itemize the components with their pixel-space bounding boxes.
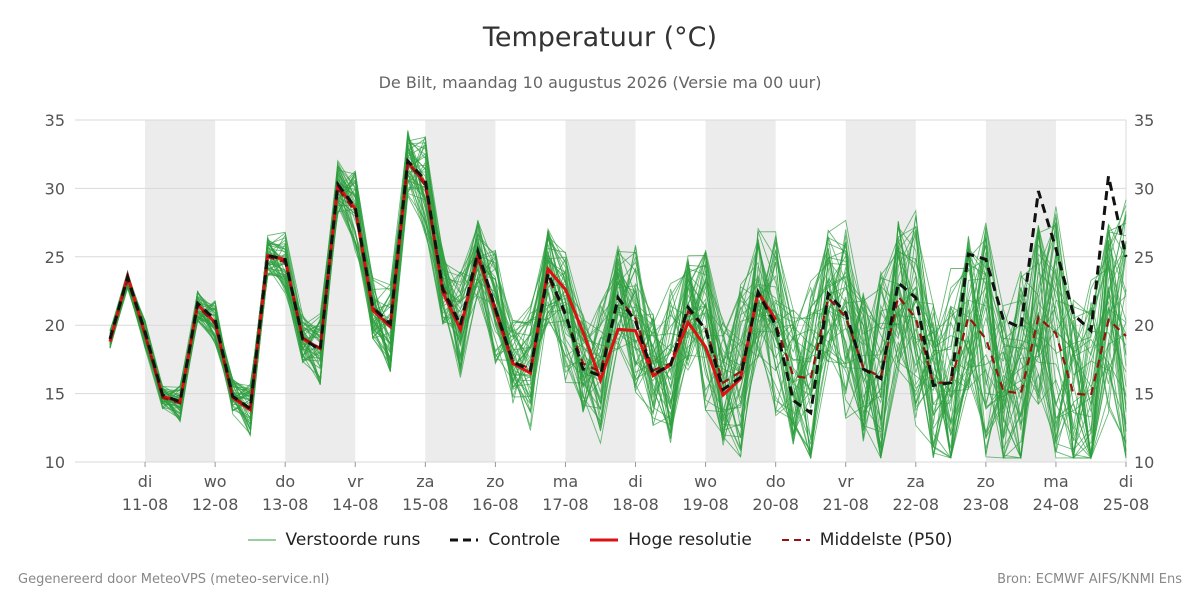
y-tick-label-right: 25 <box>1134 248 1154 267</box>
footer-generated-by: Gegenereerd door MeteoVPS (meteo-service… <box>18 572 330 587</box>
y-tick-label-right: 35 <box>1134 111 1154 130</box>
legend-label: Middelste (P50) <box>819 530 953 550</box>
x-axis: di 11-08 wo 12-08 do 13-08 vr 14-08 za 15-08 zo 16-… <box>122 462 1149 514</box>
x-tick-date: 21-08 <box>822 495 869 514</box>
x-tick-date: 25-08 <box>1103 495 1150 514</box>
ensemble-member-line <box>109 160 1127 458</box>
x-tick-weekday: di <box>1119 472 1134 491</box>
ensemble-member-line <box>109 179 1127 444</box>
x-tick-weekday: di <box>138 472 153 491</box>
x-tick-weekday: ma <box>1043 472 1068 491</box>
ensemble-member-line <box>109 137 1127 459</box>
legend: Verstoorde runs Controle Hoge resolutie … <box>0 530 1200 550</box>
legend-label: Verstoorde runs <box>285 530 421 550</box>
x-tick-date: 22-08 <box>893 495 940 514</box>
y-tick-label-left: 20 <box>45 316 65 335</box>
x-tick-date: 19-08 <box>682 495 729 514</box>
x-tick-weekday: zo <box>486 472 504 491</box>
legend-item-hoge-resolutie[interactable]: Hoge resolutie <box>590 530 752 550</box>
chart-subtitle: De Bilt, maandag 10 augustus 2026 (Versi… <box>378 73 822 92</box>
x-tick-date: 12-08 <box>192 495 239 514</box>
day-band <box>285 120 356 462</box>
x-tick-weekday: ma <box>553 472 578 491</box>
x-tick-weekday: di <box>628 472 643 491</box>
legend-swatch-dashed-darkred-icon <box>781 539 810 541</box>
legend-swatch-dashed-black-icon <box>450 538 479 542</box>
legend-label: Hoge resolutie <box>628 530 752 550</box>
legend-swatch-thin-icon <box>247 539 276 541</box>
y-tick-label-right: 10 <box>1134 453 1154 472</box>
x-tick-date: 16-08 <box>472 495 519 514</box>
footer-source: Bron: ECMWF AIFS/KNMI Ens <box>997 572 1182 587</box>
x-tick-weekday: do <box>275 472 295 491</box>
ensemble-member-line <box>109 136 1127 458</box>
legend-label: Controle <box>488 530 561 550</box>
x-tick-weekday: vr <box>838 472 854 491</box>
y-tick-label-right: 20 <box>1134 316 1154 335</box>
x-tick-weekday: do <box>766 472 786 491</box>
x-tick-date: 13-08 <box>262 495 309 514</box>
y-axis-right: 10 15 20 25 30 35 <box>1134 111 1154 472</box>
y-tick-label-left: 10 <box>45 453 65 472</box>
x-tick-weekday: wo <box>204 472 227 491</box>
control-line <box>108 157 1128 416</box>
y-tick-label-left: 25 <box>45 248 65 267</box>
x-tick-date: 14-08 <box>332 495 379 514</box>
main-lines <box>108 157 1128 416</box>
ensemble-member-line <box>109 173 1127 458</box>
y-tick-label-right: 30 <box>1134 179 1154 198</box>
ensemble-member-line <box>109 148 1127 460</box>
y-tick-label-left: 35 <box>45 111 65 130</box>
x-tick-weekday: za <box>907 472 925 491</box>
y-tick-label-left: 30 <box>45 179 65 198</box>
x-tick-date: 24-08 <box>1033 495 1080 514</box>
x-tick-date: 18-08 <box>612 495 659 514</box>
legend-item-controle[interactable]: Controle <box>450 530 560 550</box>
x-tick-date: 15-08 <box>402 495 449 514</box>
x-tick-weekday: vr <box>347 472 363 491</box>
x-tick-date: 11-08 <box>122 495 169 514</box>
x-tick-weekday: wo <box>694 472 717 491</box>
legend-item-middelste-p50[interactable]: Middelste (P50) <box>781 530 953 550</box>
x-tick-weekday: za <box>416 472 434 491</box>
x-tick-date: 17-08 <box>542 495 589 514</box>
y-axis-left: 10 15 20 25 30 35 <box>45 111 65 472</box>
chart-title: Temperatuur (°C) <box>482 22 718 53</box>
x-tick-date: 20-08 <box>752 495 799 514</box>
x-tick-weekday: zo <box>977 472 995 491</box>
legend-item-verstoorde-runs[interactable]: Verstoorde runs <box>247 530 421 550</box>
y-tick-label-right: 15 <box>1134 385 1154 404</box>
legend-swatch-solid-red-icon <box>590 538 619 542</box>
y-tick-label-left: 15 <box>45 385 65 404</box>
x-tick-date: 23-08 <box>963 495 1010 514</box>
ensemble-member-line <box>109 163 1127 458</box>
